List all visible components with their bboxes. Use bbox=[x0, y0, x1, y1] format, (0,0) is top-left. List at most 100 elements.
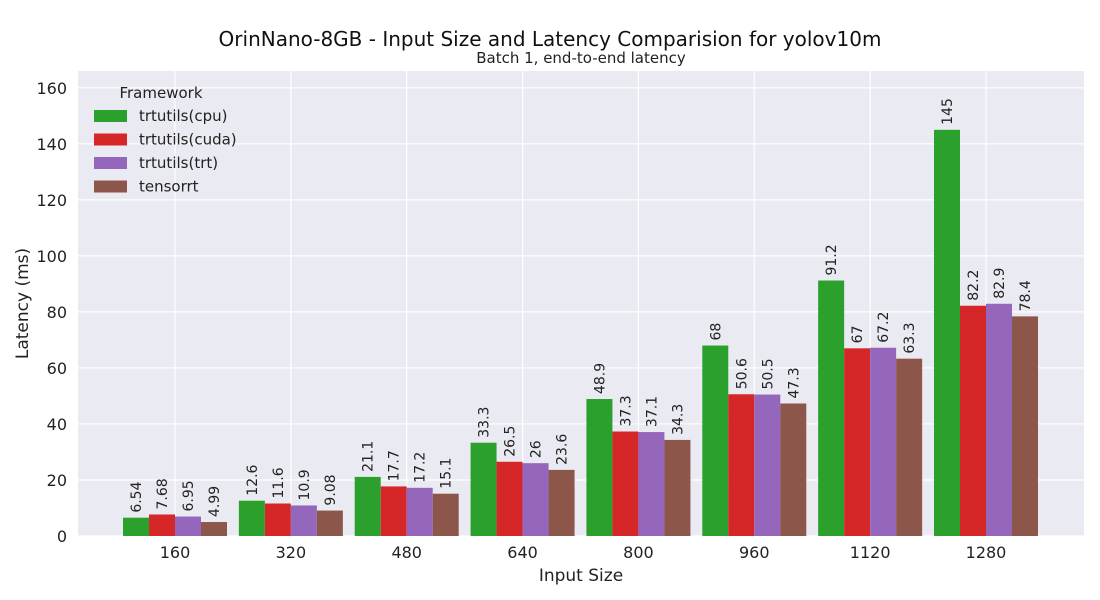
bar bbox=[780, 403, 807, 536]
bar-value-label: 11.6 bbox=[271, 467, 287, 498]
bar-value-label: 6.95 bbox=[181, 480, 197, 511]
bar bbox=[960, 305, 986, 536]
legend-label: trtutils(cpu) bbox=[139, 107, 227, 125]
bar bbox=[316, 510, 343, 536]
bar bbox=[290, 505, 317, 536]
bar-value-label: 17.2 bbox=[413, 452, 429, 483]
bar-value-label: 82.2 bbox=[966, 270, 982, 301]
bar bbox=[612, 431, 639, 536]
bar-value-label: 67.2 bbox=[876, 312, 892, 343]
y-tick-label: 40 bbox=[47, 415, 67, 434]
bar-value-label: 26.5 bbox=[503, 426, 519, 457]
bar-value-label: 91.2 bbox=[824, 244, 840, 275]
bar-labels: 6.54 12.6 21.1 33.3 48.9 68 91.2 145 7.68 11.6 17.… bbox=[129, 98, 1034, 517]
bar bbox=[522, 463, 549, 536]
bar bbox=[1012, 316, 1038, 536]
bar bbox=[638, 432, 665, 536]
bar bbox=[175, 516, 201, 536]
bar bbox=[201, 522, 227, 536]
bar bbox=[354, 476, 381, 536]
bar-value-label: 63.3 bbox=[902, 323, 918, 354]
bar-value-label: 34.3 bbox=[670, 404, 686, 435]
legend-swatch bbox=[94, 180, 127, 193]
x-tick-label: 960 bbox=[739, 543, 770, 562]
legend-swatch bbox=[94, 133, 127, 146]
bar-value-label: 47.3 bbox=[786, 367, 802, 398]
bar bbox=[986, 303, 1012, 536]
bars bbox=[123, 129, 1038, 536]
bar-value-label: 21.1 bbox=[361, 441, 377, 472]
bar-value-label: 17.7 bbox=[387, 450, 403, 481]
bar-value-label: 82.9 bbox=[992, 268, 1008, 299]
bar bbox=[406, 487, 433, 536]
bar-value-label: 26 bbox=[529, 440, 545, 458]
x-tick-label: 1280 bbox=[966, 543, 1007, 562]
bar bbox=[470, 442, 497, 536]
y-tick-label: 140 bbox=[36, 135, 67, 154]
bar-value-label: 10.9 bbox=[297, 469, 313, 500]
bar bbox=[586, 399, 613, 536]
bar-value-label: 4.99 bbox=[207, 486, 223, 517]
y-tick-label: 120 bbox=[36, 191, 67, 210]
grid bbox=[78, 71, 1084, 537]
y-tick-label: 80 bbox=[47, 303, 67, 322]
bar-value-label: 67 bbox=[850, 325, 866, 343]
bar-value-label: 50.5 bbox=[760, 358, 776, 389]
x-tick-label: 1120 bbox=[850, 543, 891, 562]
bar-value-label: 78.4 bbox=[1018, 280, 1034, 311]
x-axis-label: Input Size bbox=[539, 566, 623, 586]
bar bbox=[702, 345, 729, 536]
bar bbox=[548, 469, 575, 536]
x-tick-label: 640 bbox=[507, 543, 538, 562]
chart-subtitle: Batch 1, end-to-end latency bbox=[476, 49, 686, 67]
y-axis-label: Latency (ms) bbox=[13, 248, 33, 359]
bar bbox=[844, 348, 871, 536]
y-tick-label: 60 bbox=[47, 359, 67, 378]
bar-value-label: 15.1 bbox=[439, 458, 455, 489]
y-tick-label: 100 bbox=[36, 247, 67, 266]
bar bbox=[149, 514, 175, 536]
bar bbox=[264, 503, 291, 536]
bar bbox=[896, 358, 923, 536]
y-tick-label: 0 bbox=[57, 527, 67, 546]
bar bbox=[123, 517, 149, 536]
legend-label: trtutils(cuda) bbox=[139, 131, 237, 149]
legend-label: trtutils(trt) bbox=[139, 154, 218, 172]
bar bbox=[380, 486, 407, 536]
bar bbox=[432, 493, 459, 536]
bar-value-label: 68 bbox=[708, 323, 724, 341]
x-tick-label: 320 bbox=[276, 543, 307, 562]
bar bbox=[934, 129, 960, 536]
bar-value-label: 23.6 bbox=[555, 434, 571, 465]
bar bbox=[664, 439, 691, 536]
bar-value-label: 48.9 bbox=[592, 363, 608, 394]
bar bbox=[238, 500, 265, 536]
legend: Framework trtutils(cpu) trtutils(cuda) trt… bbox=[94, 84, 237, 196]
bar-value-label: 9.08 bbox=[323, 474, 339, 505]
bar-value-label: 37.3 bbox=[618, 395, 634, 426]
bar-value-label: 145 bbox=[940, 98, 956, 125]
y-tick-label: 160 bbox=[36, 79, 67, 98]
bar bbox=[496, 461, 523, 536]
bar bbox=[818, 280, 845, 536]
legend-title: Framework bbox=[119, 84, 202, 102]
bar-value-label: 12.6 bbox=[245, 464, 261, 495]
legend-swatch bbox=[94, 157, 127, 169]
y-axis-ticks: 0 20 40 60 80 100 120 140 160 bbox=[36, 79, 67, 546]
x-tick-label: 480 bbox=[391, 543, 422, 562]
bar bbox=[728, 394, 755, 536]
chart-title: OrinNano-8GB - Input Size and Latency Co… bbox=[219, 27, 882, 51]
bar-value-label: 33.3 bbox=[477, 407, 493, 438]
bar-value-label: 6.54 bbox=[129, 481, 145, 512]
bar-value-label: 50.6 bbox=[734, 358, 750, 389]
bar bbox=[870, 347, 897, 536]
bar bbox=[754, 394, 781, 536]
y-tick-label: 20 bbox=[47, 471, 67, 490]
legend-label: tensorrt bbox=[139, 178, 199, 196]
x-axis-ticks: 160 320 480 640 800 960 1120 1280 bbox=[160, 543, 1007, 562]
bar-value-label: 37.1 bbox=[644, 396, 660, 427]
x-tick-label: 160 bbox=[160, 543, 191, 562]
x-tick-label: 800 bbox=[623, 543, 654, 562]
bar-value-label: 7.68 bbox=[155, 478, 171, 509]
